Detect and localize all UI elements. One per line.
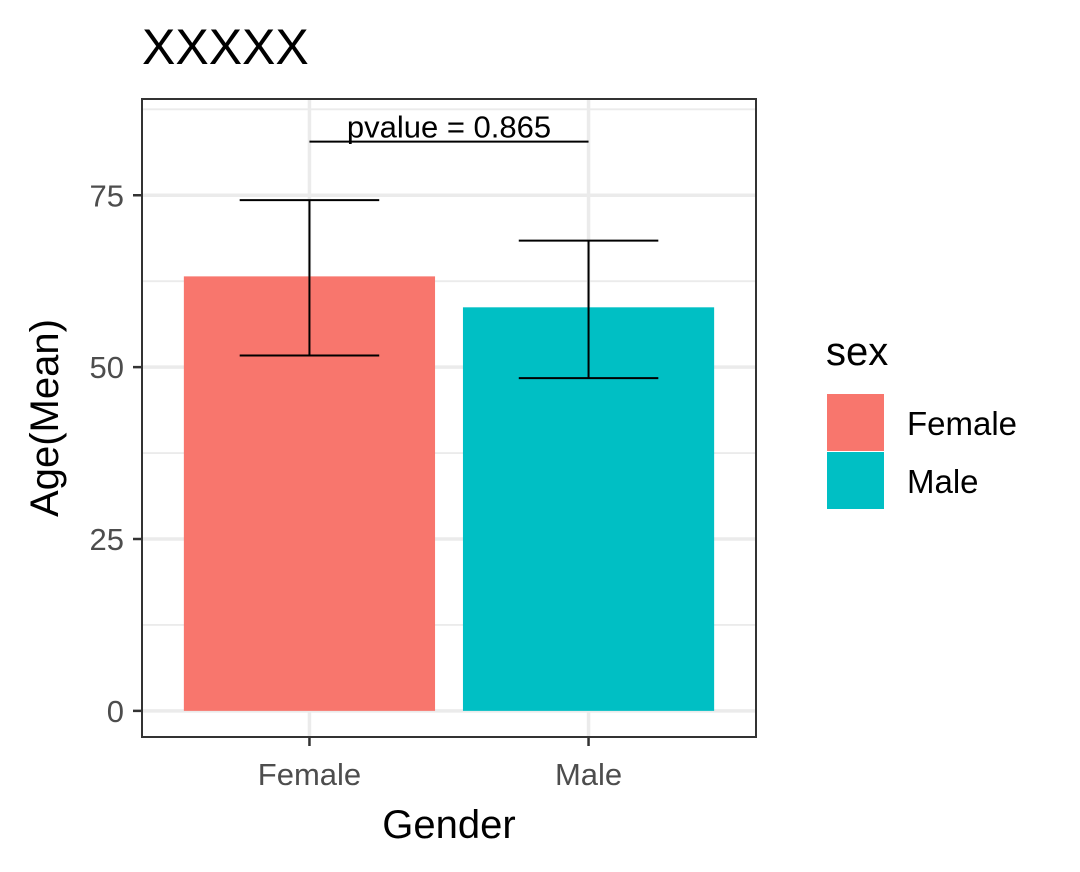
x-axis-title: Gender [382,803,515,847]
x-tick-label: Male [555,757,622,792]
y-tick-label: 50 [90,350,124,385]
y-tick-label: 25 [90,522,124,557]
x-tick-label: Female [258,757,361,792]
legend-label-female: Female [907,405,1017,442]
legend-title: sex [826,330,888,374]
legend: sex Female Male [826,330,1017,509]
pvalue-label: pvalue = 0.865 [347,110,551,145]
y-axis: 0 25 50 75 [90,178,142,729]
panel-border [141,98,757,738]
significance-annotation: pvalue = 0.865 [309,110,589,145]
legend-key-female [827,394,884,451]
y-axis-title: Age(Mean) [23,319,67,517]
x-axis: Female Male [258,737,622,792]
y-tick-label: 75 [90,178,124,213]
legend-entries: Female Male [827,394,1017,509]
bars [183,276,715,711]
error-bars [239,199,659,380]
y-tick-label: 0 [107,694,124,729]
legend-key-male [827,452,884,509]
chart-title: XXXXX [142,19,309,75]
legend-label-male: Male [907,463,979,500]
